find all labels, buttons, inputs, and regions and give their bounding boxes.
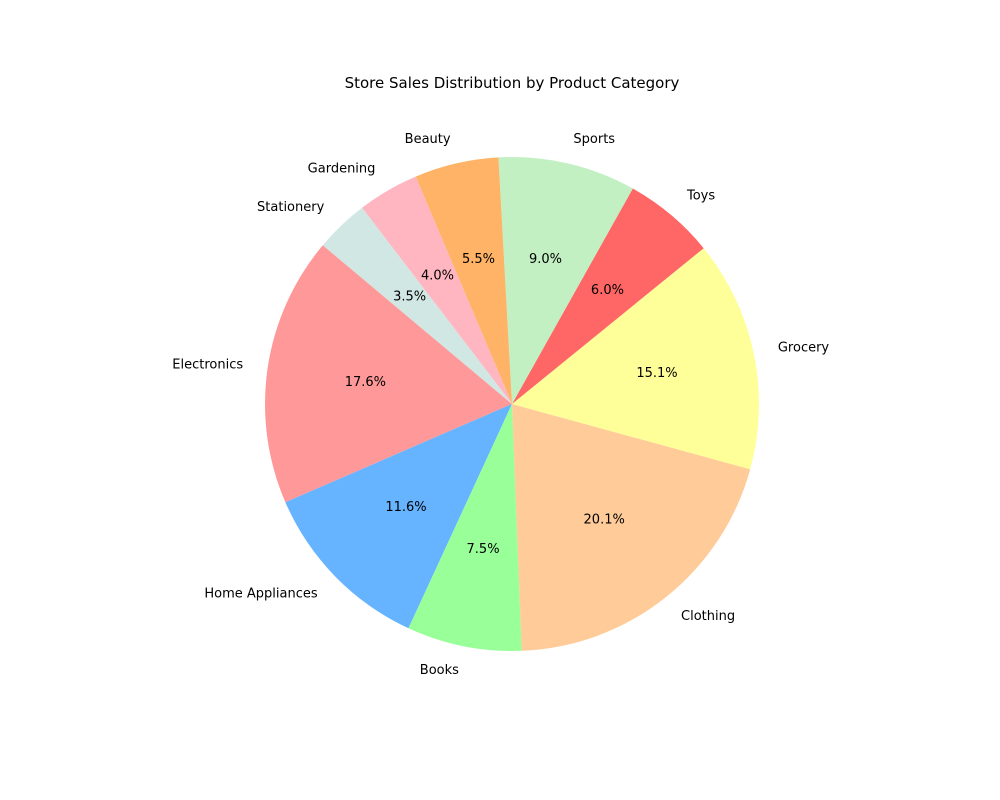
pie-slice-beauty	[415, 157, 512, 404]
pie-slice-gardening	[362, 176, 512, 404]
pie-slice-home-appliances	[285, 404, 512, 629]
slice-label-books: Books	[420, 663, 459, 678]
percent-labels: 17.6% 11.6% 7.5% 20.1% 15.1% 6.0% 9.0% 5.5% 4.0%…	[345, 252, 678, 557]
slice-label-electronics: Electronics	[172, 357, 243, 372]
slice-label-sports: Sports	[573, 132, 615, 147]
pie-slice-books	[408, 404, 522, 651]
slice-label-beauty: Beauty	[405, 132, 451, 147]
slice-label-grocery: Grocery	[778, 341, 830, 356]
slice-labels: Electronics Home Appliances Books Clothing G…	[172, 132, 829, 678]
pie-slice-clothing	[512, 404, 751, 651]
percent-label-clothing: 20.1%	[584, 513, 625, 528]
pie-slice-grocery	[512, 248, 759, 470]
percent-label-beauty: 5.5%	[462, 252, 495, 267]
slice-label-home-appliances: Home Appliances	[204, 586, 317, 601]
slice-label-stationery: Stationery	[257, 200, 325, 215]
pie-slice-stationery	[322, 207, 512, 404]
percent-label-home-appliances: 11.6%	[385, 500, 426, 515]
slice-label-clothing: Clothing	[681, 609, 735, 624]
slice-label-gardening: Gardening	[308, 162, 376, 177]
pie-slices	[265, 157, 759, 651]
percent-label-books: 7.5%	[467, 542, 500, 557]
percent-label-stationery: 3.5%	[393, 289, 426, 304]
percent-label-gardening: 4.0%	[421, 268, 454, 283]
slice-label-toys: Toys	[686, 189, 715, 204]
percent-label-electronics: 17.6%	[345, 375, 386, 390]
chart-title: Store Sales Distribution by Product Cate…	[345, 74, 680, 92]
pie-slice-toys	[512, 188, 704, 404]
percent-label-grocery: 15.1%	[636, 366, 677, 381]
pie-slice-sports	[498, 157, 633, 404]
percent-label-sports: 9.0%	[529, 252, 562, 267]
pie-slice-electronics	[265, 245, 512, 503]
percent-label-toys: 6.0%	[591, 283, 624, 298]
